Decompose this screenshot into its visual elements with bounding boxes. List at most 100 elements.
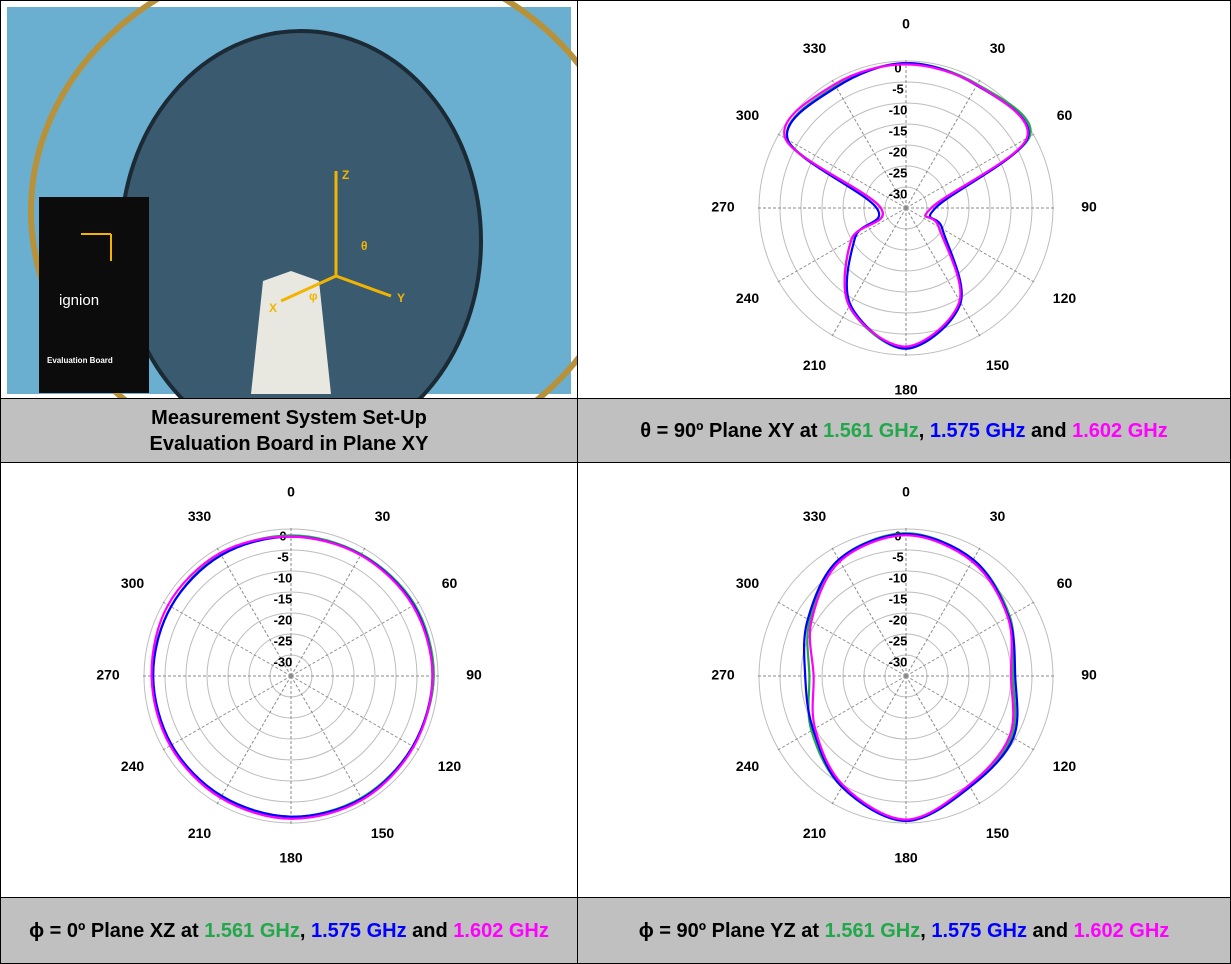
caption-part: and	[1026, 919, 1074, 942]
angle-label: 120	[1053, 290, 1077, 306]
radial-label: -25	[889, 165, 908, 180]
radial-label: -10	[889, 102, 908, 117]
radial-label: -10	[889, 570, 908, 585]
photo: X Y Z θ φ ignion Evaluation Board	[7, 1, 577, 398]
angle-label: 150	[371, 825, 395, 841]
angle-label: 270	[711, 667, 735, 683]
axis-label: θ	[361, 239, 368, 253]
grid-spoke	[215, 545, 292, 677]
grid-ring	[206, 591, 376, 761]
grid-spoke	[905, 545, 982, 677]
board	[39, 197, 149, 393]
grid-spoke	[830, 207, 907, 339]
caption-part: 1.602 GHz	[1073, 919, 1170, 942]
caption-part: Measurement System Set-Up	[151, 406, 427, 429]
grid-spoke	[830, 545, 907, 677]
pattern-curve	[785, 61, 1032, 350]
caption-text: Measurement System Set-Up Evaluation Boar…	[21, 405, 557, 457]
caption-part: and	[406, 919, 454, 942]
axis	[335, 274, 392, 298]
grid-spoke	[905, 207, 982, 339]
axis-label: Z	[342, 168, 349, 182]
angle-label: 330	[803, 508, 827, 524]
caption-part: ,	[299, 919, 311, 942]
angle-label: 210	[188, 825, 212, 841]
radial-label: -15	[274, 591, 293, 606]
axis-label: X	[269, 301, 277, 315]
caption-text: ϕ = 90º Plane YZ at 1.561 GHz, 1.575 GHz…	[598, 918, 1210, 944]
grid-spoke	[775, 600, 907, 677]
grid-spoke	[160, 675, 292, 752]
radial-label: -20	[889, 144, 908, 159]
angle-label: 30	[990, 40, 1006, 56]
caption-part: Evaluation Board in Plane XY	[149, 432, 429, 455]
angle-label: 90	[1081, 199, 1097, 215]
grid-spoke	[290, 545, 367, 677]
angle-label: 120	[1053, 758, 1077, 774]
angle-label: 240	[736, 758, 760, 774]
rim	[28, 1, 577, 398]
axis	[280, 274, 337, 303]
angle-label: 210	[803, 825, 827, 841]
radial-label: -5	[277, 549, 289, 564]
angle-label: 270	[96, 667, 120, 683]
radial-label: -15	[889, 591, 908, 606]
angle-label: 180	[279, 850, 303, 866]
angle-label: 330	[803, 40, 827, 56]
angle-label: 0	[902, 484, 910, 500]
grid-spoke	[160, 600, 292, 677]
caption-part: 1.575 GHz	[310, 919, 407, 942]
grid-ring	[821, 123, 991, 293]
angle-label: 180	[894, 850, 918, 866]
radial-label: -10	[274, 570, 293, 585]
radial-label: -15	[889, 123, 908, 138]
angle-label: 300	[121, 575, 145, 591]
radial-label: -30	[889, 186, 908, 201]
angle-label: 300	[736, 107, 760, 123]
radial-label: -30	[274, 654, 293, 669]
caption-text: θ = 90º Plane XY at 1.561 GHz, 1.575 GHz…	[598, 418, 1210, 444]
angle-label: 300	[736, 575, 760, 591]
angle-label: 330	[188, 508, 212, 524]
axis-label: Y	[397, 291, 405, 305]
pattern-curve	[808, 534, 1015, 821]
grid-spoke	[905, 207, 1037, 284]
angle-label: 240	[121, 758, 145, 774]
polar-chart: 03060901201501802102402703003300-5-10-15…	[711, 484, 1097, 866]
angle-label: 60	[1057, 575, 1073, 591]
pattern-curve	[783, 63, 1029, 348]
grid-spoke	[905, 132, 1037, 209]
radial-label: -20	[274, 612, 293, 627]
angle-label: 210	[803, 357, 827, 373]
angle-label: 0	[902, 16, 910, 32]
angle-label: 30	[990, 508, 1006, 524]
grid-spoke	[290, 600, 422, 677]
caption-part: ,	[918, 419, 930, 442]
caption: ϕ = 90º Plane YZ at 1.561 GHz, 1.575 GHz…	[577, 897, 1231, 964]
polar-chart: 03060901201501802102402703003300-5-10-15…	[96, 484, 482, 866]
angle-label: 60	[442, 575, 458, 591]
chart-cell: 0 30 60 90 120 150 180 210 240 270 300 330 0 -5 -10 -15…	[0, 462, 578, 898]
caption-part: ϕ = 90º Plane YZ at	[638, 919, 825, 942]
angle-label: 150	[986, 825, 1010, 841]
grid-spoke	[290, 675, 367, 807]
radial-label: -25	[889, 633, 908, 648]
pattern-curve	[150, 535, 434, 820]
grid-spoke	[775, 132, 907, 209]
brand: ignion	[59, 292, 99, 309]
grid-spoke	[775, 675, 907, 752]
grid-spoke	[830, 77, 907, 209]
caption-part: 1.602 GHz	[453, 919, 549, 942]
chart-cell: 0 30 60 90 120 150 180 210 240 270 300 330 0 -5 -10 -15…	[577, 462, 1231, 898]
chart-cell: 0 30 60 90 120 150 180 210 240 270 300 330 0 -5 -10 -15…	[577, 0, 1231, 399]
angle-label: 0	[287, 484, 295, 500]
grid-spoke	[905, 675, 1037, 752]
radial-label: -5	[892, 81, 904, 96]
angle-label: 60	[1057, 107, 1073, 123]
grid-spoke	[905, 600, 1037, 677]
caption-part: θ = 90º Plane XY at	[640, 419, 824, 442]
caption-part: and	[1025, 419, 1073, 442]
angle-label: 240	[736, 290, 760, 306]
grid-spoke	[215, 675, 292, 807]
